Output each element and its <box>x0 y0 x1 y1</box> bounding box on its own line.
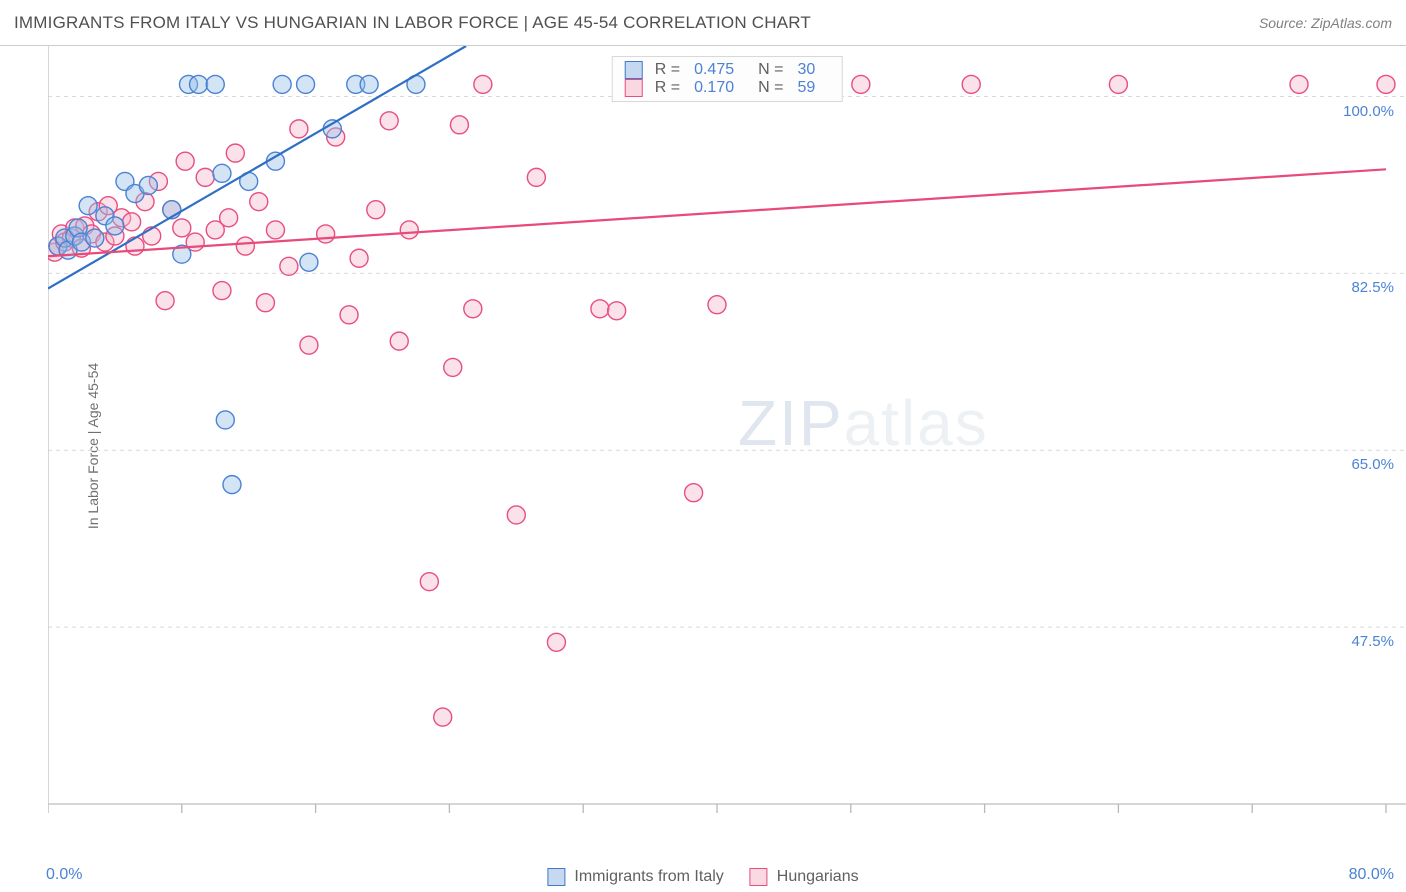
plot-area: R = 0.475 N = 30 R = 0.170 N = 59 ZIPatl… <box>48 46 1406 854</box>
n-label: N = <box>758 61 783 79</box>
y-tick-label: 47.5% <box>1351 633 1394 650</box>
source-name: ZipAtlas.com <box>1311 15 1392 31</box>
n-value-italy: 30 <box>797 61 815 79</box>
y-tick-label: 100.0% <box>1343 103 1394 120</box>
r-label: R = <box>655 79 680 97</box>
y-tick-label: 65.0% <box>1351 456 1394 473</box>
swatch-hungarian-icon <box>625 79 643 97</box>
chart-svg <box>48 46 1406 854</box>
swatch-italy-icon <box>625 61 643 79</box>
legend-row-italy: R = 0.475 N = 30 <box>625 61 830 79</box>
y-tick-label: 82.5% <box>1351 279 1394 296</box>
x-tick-min: 0.0% <box>46 866 82 884</box>
source-label: Source: <box>1259 15 1311 31</box>
n-label: N = <box>758 79 783 97</box>
swatch-italy-icon <box>547 868 565 886</box>
chart-header: IMMIGRANTS FROM ITALY VS HUNGARIAN IN LA… <box>0 0 1406 46</box>
correlation-legend: R = 0.475 N = 30 R = 0.170 N = 59 <box>612 56 843 102</box>
r-value-italy: 0.475 <box>694 61 734 79</box>
legend-item-hungarian: Hungarians <box>750 868 859 886</box>
source-credit: Source: ZipAtlas.com <box>1259 15 1392 31</box>
swatch-hungarian-icon <box>750 868 768 886</box>
legend-item-italy: Immigrants from Italy <box>547 868 723 886</box>
r-label: R = <box>655 61 680 79</box>
legend-label-italy: Immigrants from Italy <box>574 868 723 886</box>
legend-row-hungarian: R = 0.170 N = 59 <box>625 79 830 97</box>
series-legend: Immigrants from Italy Hungarians <box>547 868 858 886</box>
x-tick-max: 80.0% <box>1349 866 1394 884</box>
n-value-hungarian: 59 <box>797 79 815 97</box>
legend-label-hungarian: Hungarians <box>777 868 859 886</box>
r-value-hungarian: 0.170 <box>694 79 734 97</box>
chart-title: IMMIGRANTS FROM ITALY VS HUNGARIAN IN LA… <box>14 13 811 33</box>
